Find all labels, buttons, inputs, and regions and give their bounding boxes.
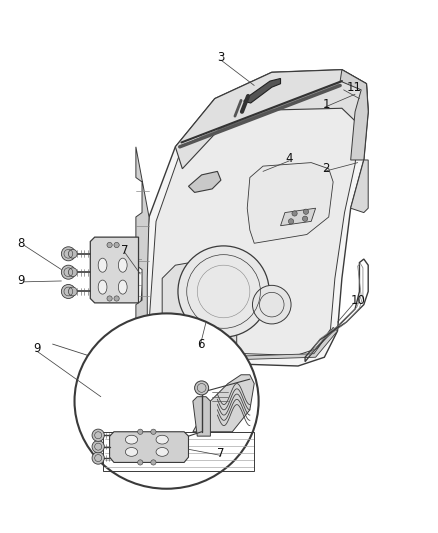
Ellipse shape [125, 448, 138, 456]
Circle shape [151, 460, 156, 465]
Text: 10: 10 [351, 294, 366, 307]
Text: 1: 1 [323, 98, 330, 111]
Polygon shape [188, 172, 221, 192]
Circle shape [92, 440, 104, 453]
Text: 8: 8 [18, 237, 25, 250]
Circle shape [178, 246, 269, 337]
Circle shape [92, 452, 104, 464]
Circle shape [68, 268, 77, 277]
Circle shape [92, 429, 104, 441]
Circle shape [107, 296, 112, 301]
Text: 11: 11 [346, 80, 361, 94]
Polygon shape [340, 70, 368, 160]
Polygon shape [351, 160, 368, 213]
Polygon shape [136, 70, 368, 366]
Text: 4: 4 [286, 152, 293, 165]
Polygon shape [110, 432, 188, 463]
Circle shape [151, 429, 156, 434]
Polygon shape [247, 163, 333, 243]
Polygon shape [175, 327, 338, 361]
Circle shape [292, 211, 297, 216]
Text: 3: 3 [217, 51, 225, 64]
Text: 2: 2 [323, 162, 330, 175]
Ellipse shape [98, 258, 107, 272]
Polygon shape [90, 237, 138, 303]
Circle shape [61, 265, 75, 279]
Circle shape [138, 429, 143, 434]
Circle shape [289, 219, 294, 224]
Polygon shape [244, 78, 280, 103]
Circle shape [68, 249, 77, 258]
Circle shape [68, 287, 77, 296]
Circle shape [107, 243, 112, 248]
Polygon shape [147, 84, 360, 356]
Ellipse shape [98, 280, 107, 294]
Text: 9: 9 [33, 342, 41, 355]
Text: 9: 9 [18, 273, 25, 287]
Ellipse shape [156, 448, 168, 456]
Ellipse shape [118, 258, 127, 272]
Polygon shape [136, 147, 149, 357]
Text: 7: 7 [217, 447, 225, 460]
Circle shape [61, 285, 75, 298]
Ellipse shape [125, 435, 138, 444]
Circle shape [138, 460, 143, 465]
Circle shape [252, 285, 291, 324]
Ellipse shape [74, 313, 258, 489]
Polygon shape [175, 70, 368, 169]
Circle shape [194, 381, 208, 395]
Circle shape [303, 216, 308, 221]
Text: 7: 7 [121, 244, 128, 257]
Ellipse shape [118, 280, 127, 294]
Text: 6: 6 [197, 337, 205, 351]
Circle shape [114, 296, 119, 301]
Polygon shape [193, 397, 210, 436]
Circle shape [61, 247, 75, 261]
Circle shape [114, 243, 119, 248]
Ellipse shape [156, 435, 168, 444]
Polygon shape [280, 208, 316, 226]
Polygon shape [162, 259, 237, 354]
Polygon shape [193, 375, 254, 432]
Circle shape [304, 209, 309, 214]
